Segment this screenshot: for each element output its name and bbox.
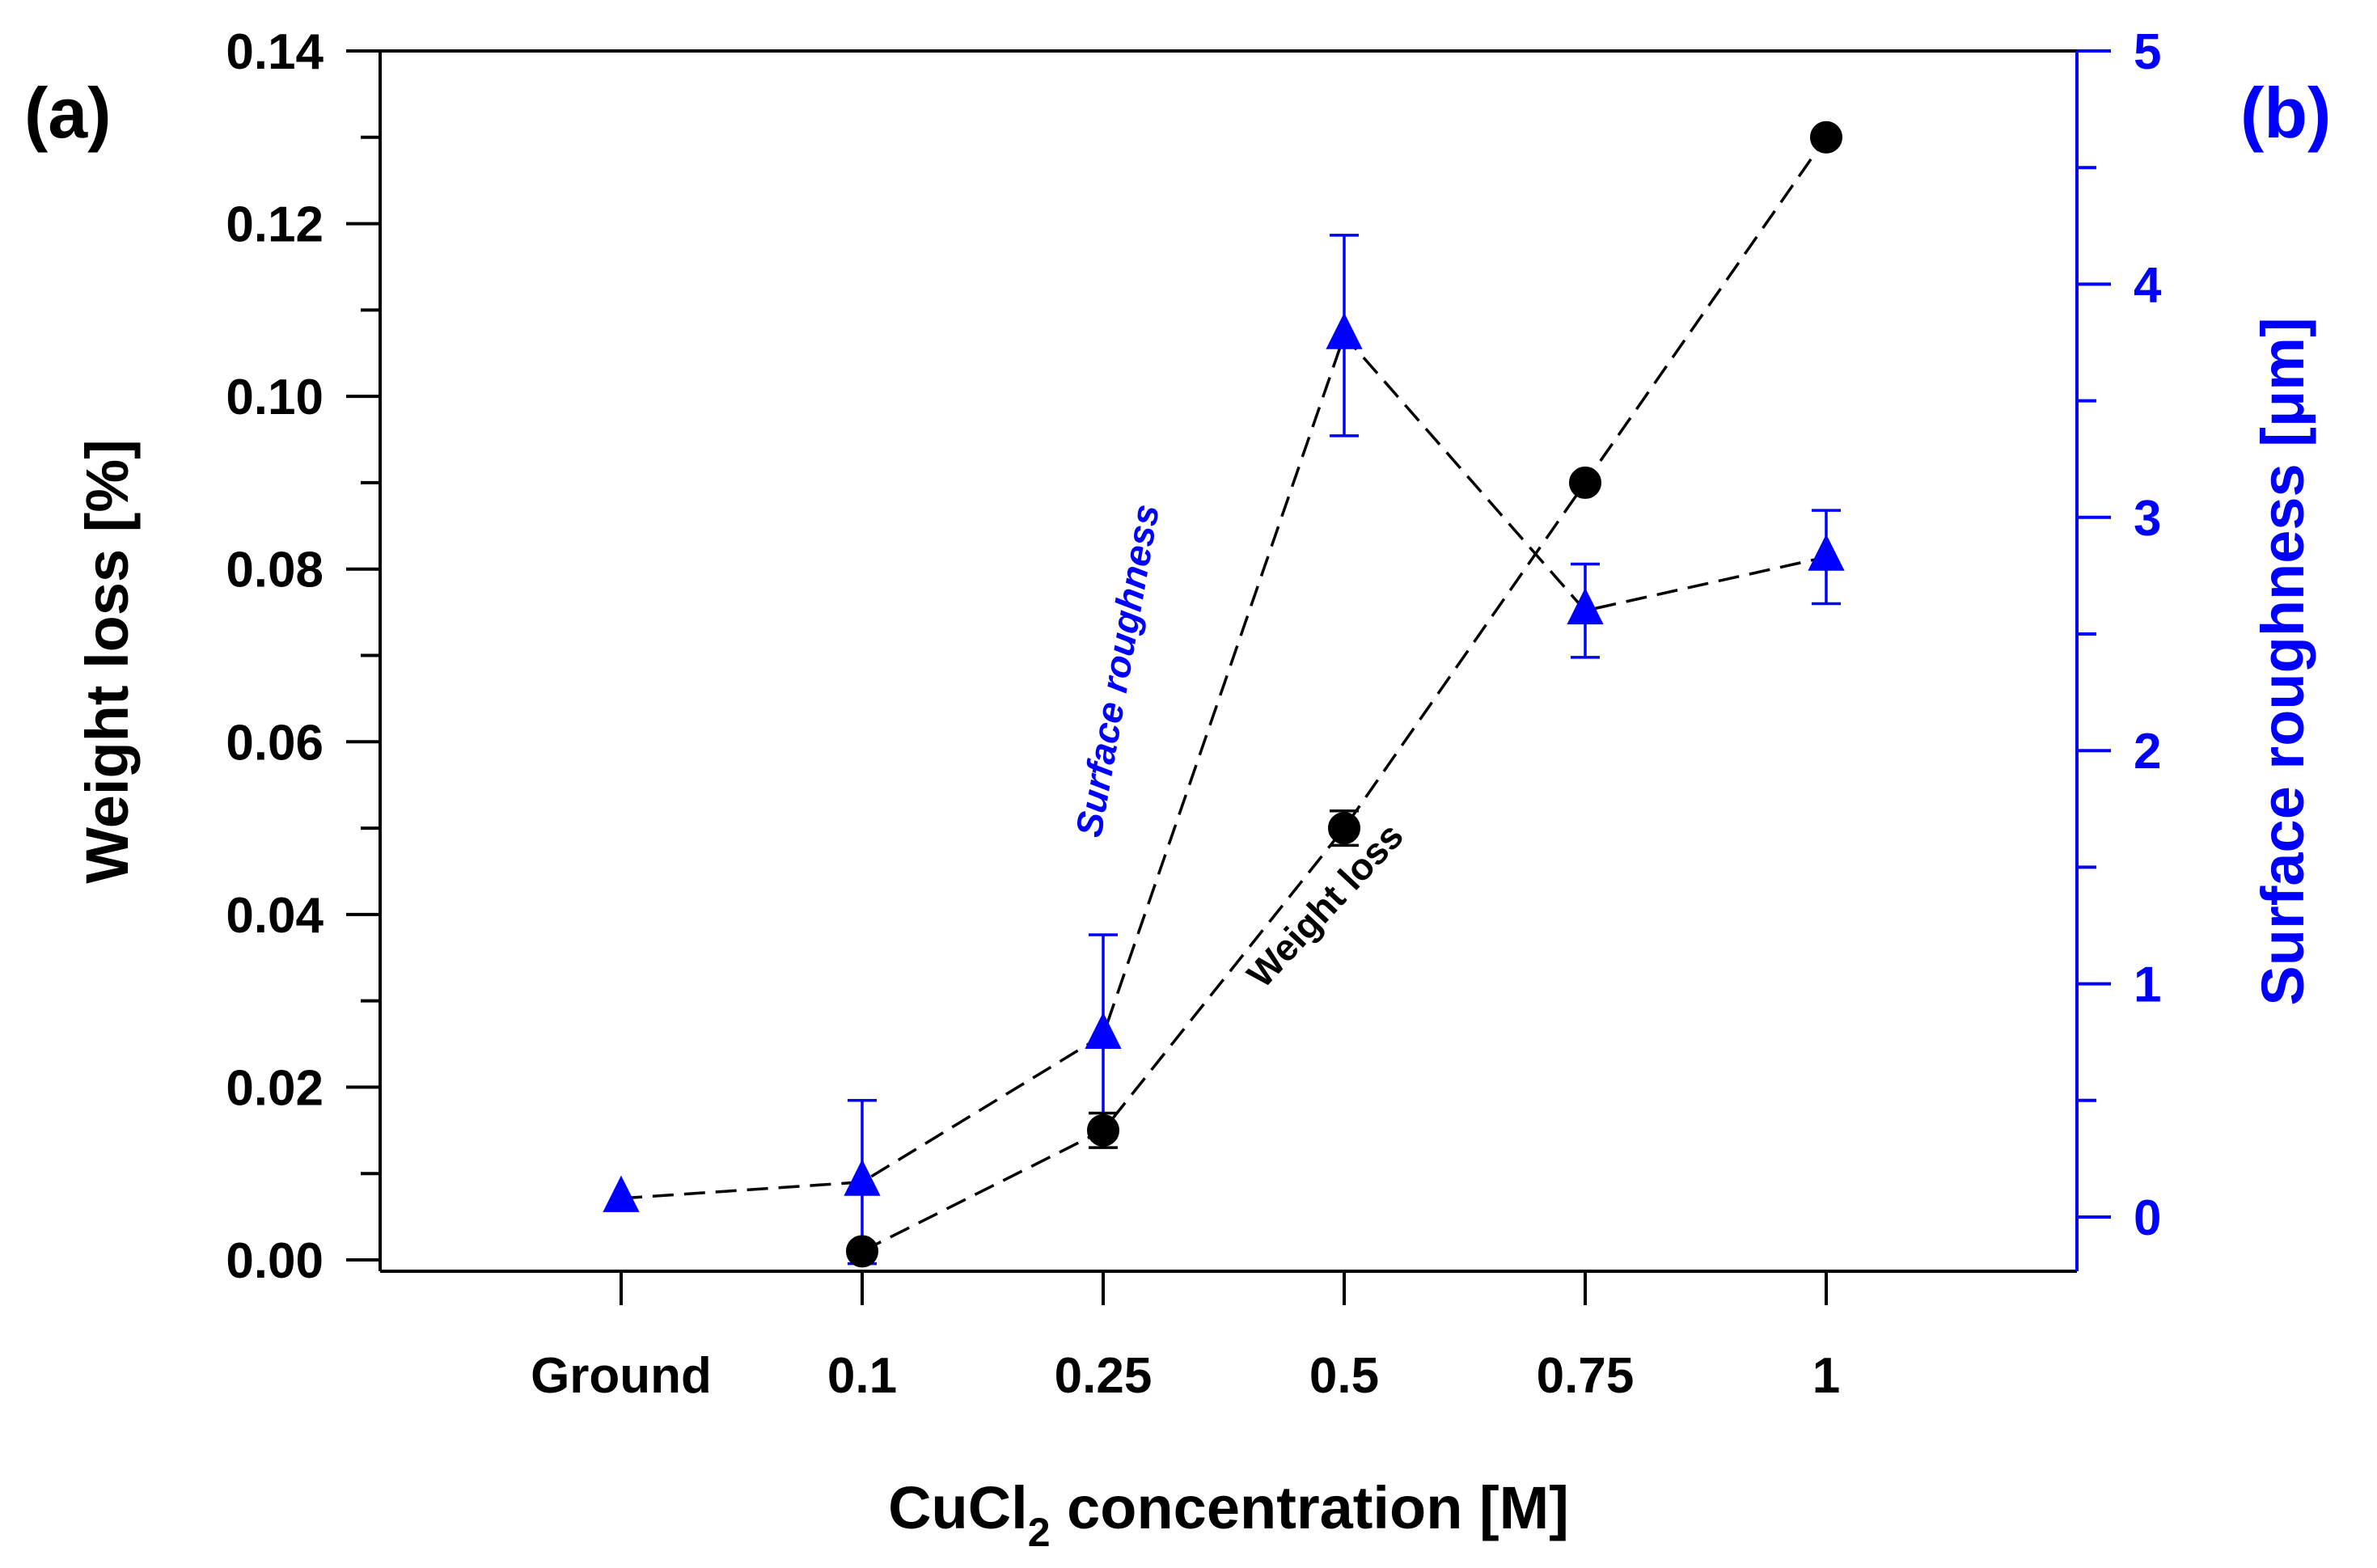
data-point-triangle — [1567, 587, 1604, 625]
right-tick-label: 5 — [2134, 24, 2161, 80]
data-point-circle — [1810, 120, 1842, 154]
y-axis-right-title: Surface roughness [μm] — [2249, 317, 2316, 1005]
left-tick-label: 0.00 — [226, 1233, 324, 1289]
x-tick-label: 0.25 — [1055, 1348, 1153, 1404]
x-tick-label: 1 — [1812, 1348, 1840, 1404]
x-axis-ticks: Ground 0.1 0.25 0.5 0.75 1 — [531, 1271, 1840, 1404]
x-tick-label: 0.75 — [1537, 1348, 1635, 1404]
data-point-triangle — [844, 1159, 881, 1196]
x-axis-title-prefix: CuCl — [888, 1474, 1028, 1541]
x-tick-label: 0.5 — [1309, 1348, 1379, 1404]
left-axis-ticks: 0.00 0.02 0.04 0.06 0.08 0.10 0.12 0.14 — [226, 24, 380, 1289]
series-line — [620, 332, 1827, 1200]
panel-label-b: (b) — [2240, 73, 2331, 153]
left-tick-label: 0.14 — [226, 24, 324, 80]
right-tick-label: 3 — [2134, 491, 2161, 547]
data-point-circle — [1087, 1114, 1119, 1147]
x-axis-title-suffix: concentration [M] — [1051, 1474, 1569, 1541]
x-axis-title: CuCl2 concentration [M] — [888, 1474, 1569, 1555]
series-line — [861, 136, 1828, 1253]
x-axis-title-subscript: 2 — [1028, 1510, 1051, 1555]
data-point-triangle — [1326, 312, 1363, 349]
left-tick-label: 0.08 — [226, 543, 324, 598]
series-weight-loss — [846, 120, 1842, 1268]
left-tick-label: 0.12 — [226, 197, 324, 253]
y-axis-left-title: Weight loss [%] — [74, 439, 141, 884]
data-point-circle — [846, 1235, 878, 1268]
left-tick-label: 0.06 — [226, 715, 324, 771]
data-point-triangle — [603, 1175, 640, 1212]
left-tick-label: 0.10 — [226, 370, 324, 425]
right-tick-label: 4 — [2134, 257, 2162, 313]
left-tick-label: 0.04 — [226, 888, 324, 944]
data-point-circle — [1328, 812, 1360, 845]
x-tick-label: Ground — [531, 1348, 712, 1404]
left-tick-label: 0.02 — [226, 1060, 324, 1116]
panel-label-a: (a) — [24, 73, 112, 153]
right-tick-label: 1 — [2134, 957, 2161, 1013]
data-point-triangle — [1085, 1012, 1122, 1050]
data-point-circle — [1569, 466, 1601, 499]
right-tick-label: 2 — [2134, 724, 2161, 780]
right-axis-ticks: 0 1 2 3 4 5 — [2077, 24, 2162, 1246]
data-point-triangle — [1808, 534, 1845, 571]
x-tick-label: 0.1 — [827, 1348, 897, 1404]
right-tick-label: 0 — [2134, 1190, 2161, 1246]
